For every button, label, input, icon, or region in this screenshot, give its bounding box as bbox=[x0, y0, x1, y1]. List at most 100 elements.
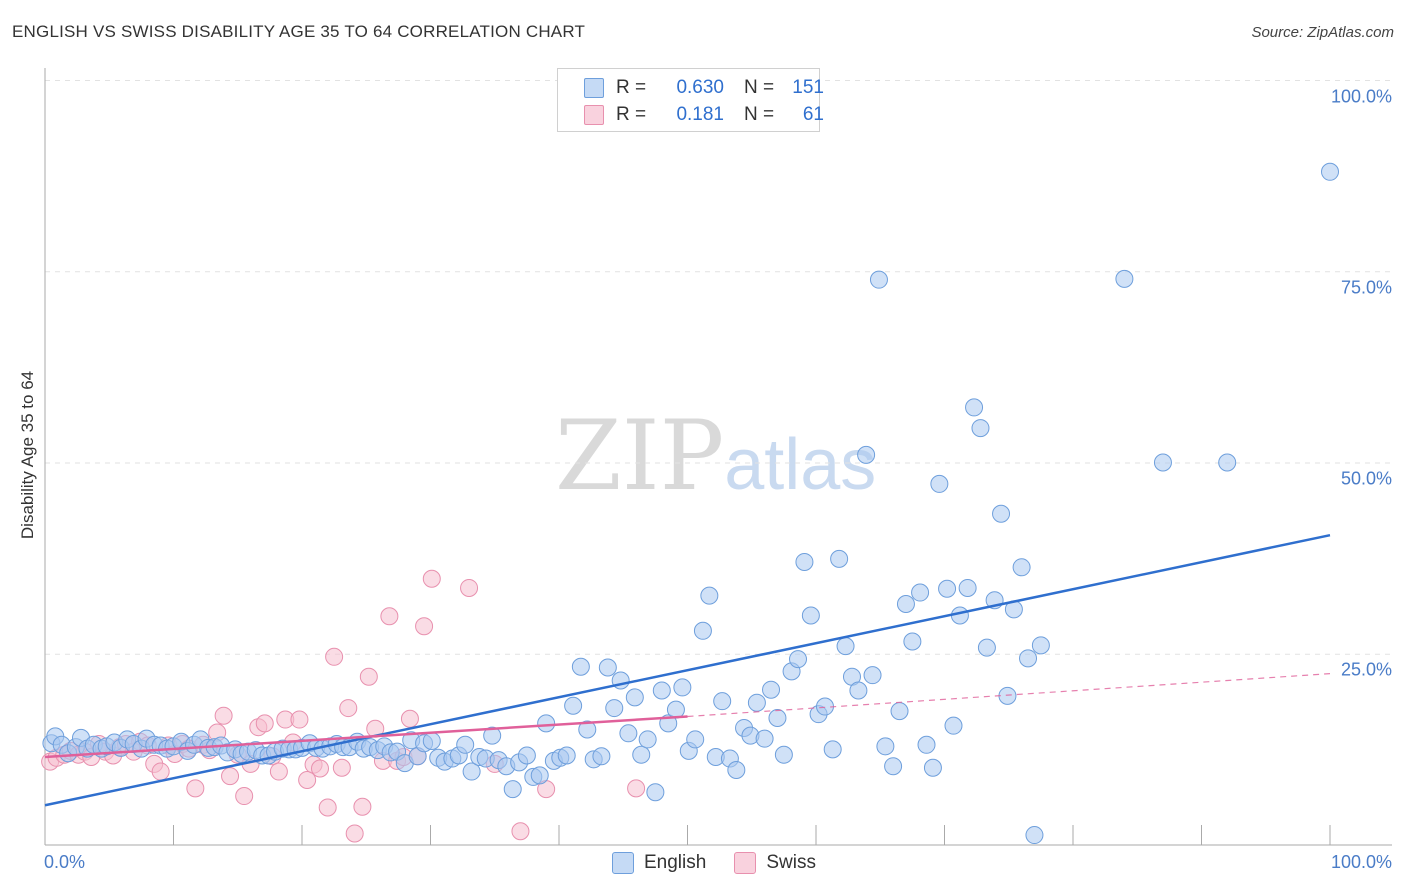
english-point bbox=[422, 731, 441, 750]
swiss-point bbox=[422, 569, 441, 588]
english-point bbox=[863, 666, 882, 685]
swiss-point bbox=[511, 822, 530, 841]
english-trend-line bbox=[44, 533, 1331, 807]
y-tick-label-100: 100.0% bbox=[1330, 86, 1392, 107]
english-point bbox=[896, 595, 915, 614]
swiss-point bbox=[151, 762, 170, 781]
english-point bbox=[917, 735, 936, 754]
english-point bbox=[923, 758, 942, 777]
english-point bbox=[884, 757, 903, 776]
series-swatch-english bbox=[612, 852, 634, 874]
english-point bbox=[830, 549, 849, 568]
legend-n-value-swiss: 61 bbox=[802, 104, 824, 125]
swiss-point bbox=[318, 798, 337, 817]
legend-n-label: N = bbox=[744, 104, 775, 125]
english-point bbox=[1153, 453, 1172, 472]
series-label-english: English bbox=[644, 852, 707, 873]
english-point bbox=[911, 583, 930, 602]
english-point bbox=[958, 578, 977, 597]
legend-r-value-swiss: 0.181 bbox=[676, 104, 724, 125]
english-point bbox=[1025, 826, 1044, 845]
watermark-atlas: atlas bbox=[724, 425, 877, 505]
english-point bbox=[605, 699, 624, 718]
correlation-legend: R = 0.630 N = 151 R = 0.181 N = 61 bbox=[557, 68, 824, 132]
english-point bbox=[747, 693, 766, 712]
english-point bbox=[755, 729, 774, 748]
swiss-points bbox=[41, 569, 646, 843]
grid-lines bbox=[45, 80, 1392, 655]
watermark-zip: ZIP bbox=[555, 400, 725, 512]
swiss-point bbox=[332, 758, 351, 777]
english-point bbox=[598, 658, 617, 677]
swiss-point bbox=[359, 667, 378, 686]
english-point bbox=[632, 745, 651, 764]
source-credit: Source: ZipAtlas.com bbox=[1251, 24, 1394, 41]
english-point bbox=[700, 586, 719, 605]
english-point bbox=[517, 746, 536, 765]
english-point bbox=[977, 638, 996, 657]
y-tick-label-50: 50.0% bbox=[1340, 468, 1392, 489]
english-point bbox=[557, 746, 576, 765]
english-point bbox=[646, 783, 665, 802]
english-point bbox=[578, 720, 597, 739]
english-point bbox=[768, 709, 787, 728]
swiss-point bbox=[235, 787, 254, 806]
english-point bbox=[686, 730, 705, 749]
english-point bbox=[483, 726, 502, 745]
swiss-point bbox=[345, 824, 364, 843]
english-point bbox=[503, 780, 522, 799]
english-point bbox=[652, 681, 671, 700]
english-point bbox=[857, 445, 876, 464]
english-point bbox=[592, 747, 611, 766]
swiss-point bbox=[186, 779, 205, 798]
english-points bbox=[42, 162, 1339, 845]
swiss-point bbox=[400, 709, 419, 728]
english-point bbox=[801, 606, 820, 625]
english-point bbox=[849, 681, 868, 700]
english-point bbox=[938, 579, 957, 598]
y-tick-label-25: 25.0% bbox=[1340, 659, 1392, 680]
english-point bbox=[876, 737, 895, 756]
english-point bbox=[903, 632, 922, 651]
english-point bbox=[571, 657, 590, 676]
series-legend: English Swiss bbox=[612, 852, 844, 874]
legend-row-swiss: R = 0.181 N = 61 bbox=[584, 104, 824, 126]
x-tick-label-0: 0.0% bbox=[44, 852, 86, 872]
english-point bbox=[1019, 649, 1038, 668]
series-label-swiss: Swiss bbox=[766, 852, 816, 873]
series-legend-swiss[interactable]: Swiss bbox=[734, 852, 816, 874]
english-point bbox=[950, 606, 969, 625]
trend-lines bbox=[44, 533, 1331, 807]
swiss-point bbox=[353, 797, 372, 816]
english-point bbox=[992, 504, 1011, 523]
english-point bbox=[836, 637, 855, 656]
swiss-point bbox=[290, 710, 309, 729]
english-point bbox=[673, 678, 692, 697]
swiss-point bbox=[255, 714, 274, 733]
english-point bbox=[869, 270, 888, 289]
english-point bbox=[789, 650, 808, 669]
english-point bbox=[537, 714, 556, 733]
english-point bbox=[823, 740, 842, 759]
swiss-point bbox=[460, 578, 479, 597]
english-point bbox=[930, 474, 949, 493]
english-point bbox=[965, 398, 984, 417]
english-point bbox=[727, 761, 746, 780]
series-legend-english[interactable]: English bbox=[612, 852, 706, 874]
english-point bbox=[564, 696, 583, 715]
series-swatch-swiss bbox=[734, 852, 757, 874]
english-point bbox=[944, 716, 963, 735]
swiss-point bbox=[298, 770, 317, 789]
english-point bbox=[890, 702, 909, 721]
english-point bbox=[619, 724, 638, 743]
english-point bbox=[666, 700, 685, 719]
legend-swatch-swiss bbox=[584, 105, 604, 125]
english-point bbox=[1115, 269, 1134, 288]
watermark: ZIPatlas bbox=[555, 400, 876, 512]
legend-n-value-english: 151 bbox=[792, 77, 824, 98]
swiss-point bbox=[221, 767, 240, 786]
legend-swatch-english bbox=[584, 78, 604, 98]
english-point bbox=[774, 745, 793, 764]
swiss-point bbox=[339, 699, 358, 718]
